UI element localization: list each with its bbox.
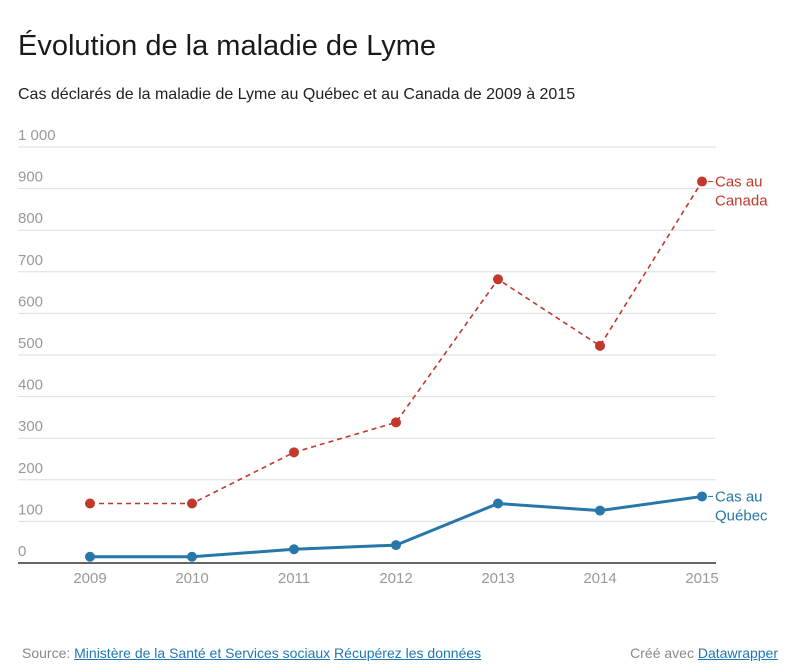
x-tick-label: 2011 bbox=[278, 570, 310, 587]
data-point-quebec bbox=[391, 540, 401, 551]
data-point-canada bbox=[595, 340, 605, 351]
y-tick-label: 400 bbox=[18, 377, 43, 394]
data-point-canada bbox=[187, 498, 197, 509]
data-point-quebec bbox=[85, 551, 95, 562]
y-tick-label: 100 bbox=[18, 501, 43, 518]
chart-subtitle: Cas déclarés de la maladie de Lyme au Qu… bbox=[18, 86, 576, 103]
data-point-quebec bbox=[289, 544, 299, 555]
data-point-quebec bbox=[595, 505, 605, 516]
datawrapper-link[interactable]: Datawrapper bbox=[697, 645, 778, 661]
credit-prefix: Créé avec bbox=[630, 645, 694, 661]
y-tick-label: 700 bbox=[18, 252, 43, 269]
data-point-quebec bbox=[187, 551, 197, 562]
series-label-canada: Cas au Canada bbox=[715, 174, 768, 210]
x-tick-label: 2010 bbox=[175, 570, 208, 587]
y-tick-label: 200 bbox=[18, 460, 43, 477]
y-tick-label: 1 000 bbox=[18, 127, 56, 144]
x-tick-label: 2014 bbox=[583, 570, 616, 587]
footer-credit: Créé avec Datawrapper bbox=[630, 645, 778, 661]
x-tick-label: 2012 bbox=[379, 570, 412, 587]
data-point-quebec bbox=[697, 491, 707, 502]
source-prefix: Source: bbox=[22, 645, 71, 661]
chart-title: Évolution de la maladie de Lyme bbox=[18, 30, 437, 62]
y-tick-label: 0 bbox=[18, 543, 26, 560]
line-chart: 0 100 200 300 400 500 600 700 800 900 1 000 2009 201… bbox=[18, 127, 768, 587]
x-tick-label: 2009 bbox=[73, 570, 106, 587]
x-tick-label: 2013 bbox=[481, 570, 514, 587]
source-link[interactable]: Ministère de la Santé et Services sociau… bbox=[74, 645, 331, 661]
data-point-canada bbox=[85, 498, 95, 509]
download-data-link[interactable]: Récupérez les données bbox=[334, 645, 482, 661]
x-tick-label: 2015 bbox=[685, 570, 718, 587]
data-point-canada bbox=[289, 447, 299, 458]
footer-source: Source: Ministère de la Santé et Service… bbox=[22, 645, 481, 661]
y-tick-label: 800 bbox=[18, 210, 43, 227]
data-point-quebec bbox=[493, 498, 503, 509]
data-point-canada bbox=[391, 417, 401, 428]
y-tick-label: 500 bbox=[18, 335, 43, 352]
y-tick-label: 600 bbox=[18, 293, 43, 310]
y-tick-label: 300 bbox=[18, 418, 43, 435]
data-point-canada bbox=[493, 274, 503, 285]
data-point-canada bbox=[697, 176, 707, 187]
y-tick-label: 900 bbox=[18, 169, 43, 186]
series-label-quebec: Cas au Québec bbox=[715, 488, 768, 524]
